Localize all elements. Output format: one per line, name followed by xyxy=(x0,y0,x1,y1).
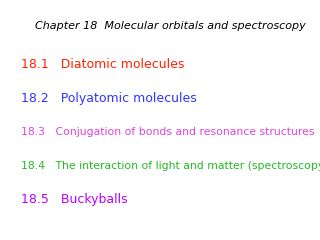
Text: Chapter 18  Molecular orbitals and spectroscopy: Chapter 18 Molecular orbitals and spectr… xyxy=(35,21,306,31)
Text: 18.5   Buckyballs: 18.5 Buckyballs xyxy=(21,193,127,206)
Text: 18.1   Diatomic molecules: 18.1 Diatomic molecules xyxy=(21,58,184,71)
Text: 18.3   Conjugation of bonds and resonance structures: 18.3 Conjugation of bonds and resonance … xyxy=(21,127,314,137)
Text: 18.4   The interaction of light and matter (spectroscopy): 18.4 The interaction of light and matter… xyxy=(21,161,320,171)
Text: 18.2   Polyatomic molecules: 18.2 Polyatomic molecules xyxy=(21,92,196,105)
